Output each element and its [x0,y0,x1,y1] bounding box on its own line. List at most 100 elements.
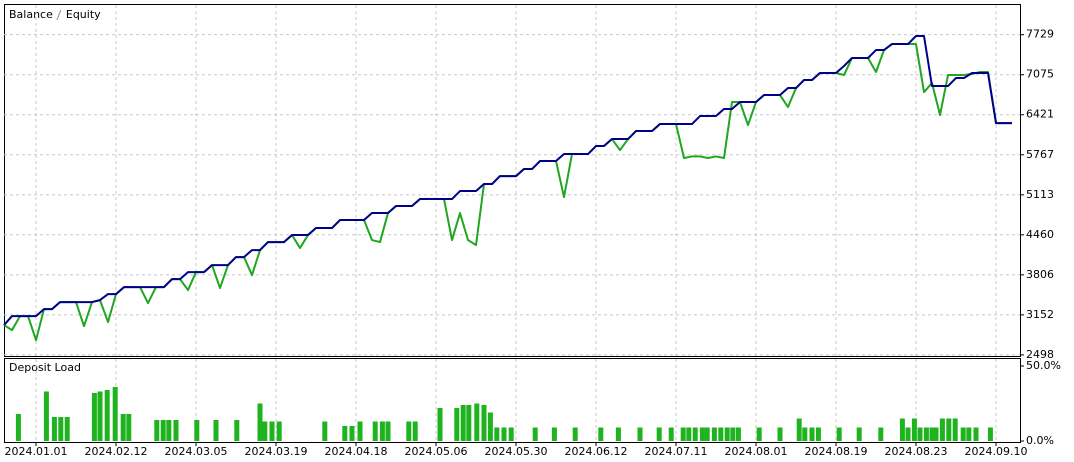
bar [454,408,460,441]
bar [481,405,487,441]
bar [269,421,275,441]
bar [437,408,443,441]
bar [777,427,783,441]
bar [412,421,418,441]
bar [952,418,958,441]
legend-separator [56,9,62,21]
x-tick-label: 2024.07.11 [645,445,708,458]
deposit-panel [4,358,1021,443]
bar [64,417,70,441]
bar [487,412,493,441]
bar [160,420,166,441]
x-tick-label: 2024.05.30 [485,445,548,458]
bar [120,414,126,441]
bar [385,421,391,441]
bar [349,426,355,441]
legend-entry: Balance [9,8,53,21]
bar [15,414,21,441]
bar [802,427,808,441]
bar [939,418,945,441]
bar [946,418,952,441]
bar [987,427,993,441]
bar [809,427,815,441]
bar [508,427,514,441]
bar [551,427,557,441]
bar [112,387,118,441]
bar [379,421,385,441]
y-tick-label: 5767 [1026,148,1054,161]
bar [704,427,710,441]
x-tick-label: 2024.02.12 [85,445,148,458]
bar [342,426,348,441]
bar [756,427,762,441]
bar [933,427,939,441]
bar [730,427,736,441]
bar [699,427,705,441]
y-tick-label: 6421 [1026,108,1054,121]
bar [615,427,621,441]
bar [104,390,110,441]
panel-title: Deposit Load [9,361,81,374]
y-tick-label: 7729 [1026,28,1054,41]
bar [929,427,935,441]
y-tick-label: 2498 [1026,348,1054,361]
bar [126,414,132,441]
bar [154,420,160,441]
bar [572,427,578,441]
bar [711,427,717,441]
bar [372,421,378,441]
legend-entry: Equity [66,8,101,21]
bar [97,391,103,441]
bar [911,418,917,441]
y-tick-label: 0.0% [1026,434,1054,447]
bar [856,427,862,441]
x-tick-label: 2024.08.01 [725,445,788,458]
bar [656,427,662,441]
bar [637,427,643,441]
y-tick-label: 4460 [1026,228,1054,241]
x-tick-label: 2024.08.23 [885,445,948,458]
bar [257,403,263,441]
bar [357,421,363,441]
bar [322,421,328,441]
y-tick-label: 5113 [1026,188,1054,201]
bar [686,427,692,441]
bar [234,420,240,441]
bar [194,420,200,441]
bar [735,427,741,441]
bar [668,427,674,441]
bar [276,421,282,441]
x-tick-label: 2024.03.05 [165,445,228,458]
bar [973,427,979,441]
bar [905,427,911,441]
bar [460,405,466,441]
bar [173,420,179,441]
bar [718,427,724,441]
x-tick-label: 2024.08.19 [805,445,868,458]
x-tick-label: 2024.03.19 [245,445,308,458]
x-tick-label: 2024.09.10 [965,445,1028,458]
bar [923,427,929,441]
bar [51,417,57,441]
bar [494,427,500,441]
y-tick-label: 7075 [1026,68,1054,81]
x-tick-label: 2024.06.12 [565,445,628,458]
y-tick-label: 3806 [1026,268,1054,281]
bar [966,427,972,441]
y-tick-label: 3152 [1026,308,1054,321]
bar [836,427,842,441]
x-tick-label: 2024.01.01 [5,445,68,458]
bar [91,393,97,441]
bar [960,427,966,441]
x-tick-label: 2024.05.06 [405,445,468,458]
bar [598,427,604,441]
bar [815,427,821,441]
bar [213,420,219,441]
x-tick-label: 2024.04.18 [325,445,388,458]
bar [474,403,480,441]
main-panel [4,4,1021,357]
series-line [3,35,1012,326]
